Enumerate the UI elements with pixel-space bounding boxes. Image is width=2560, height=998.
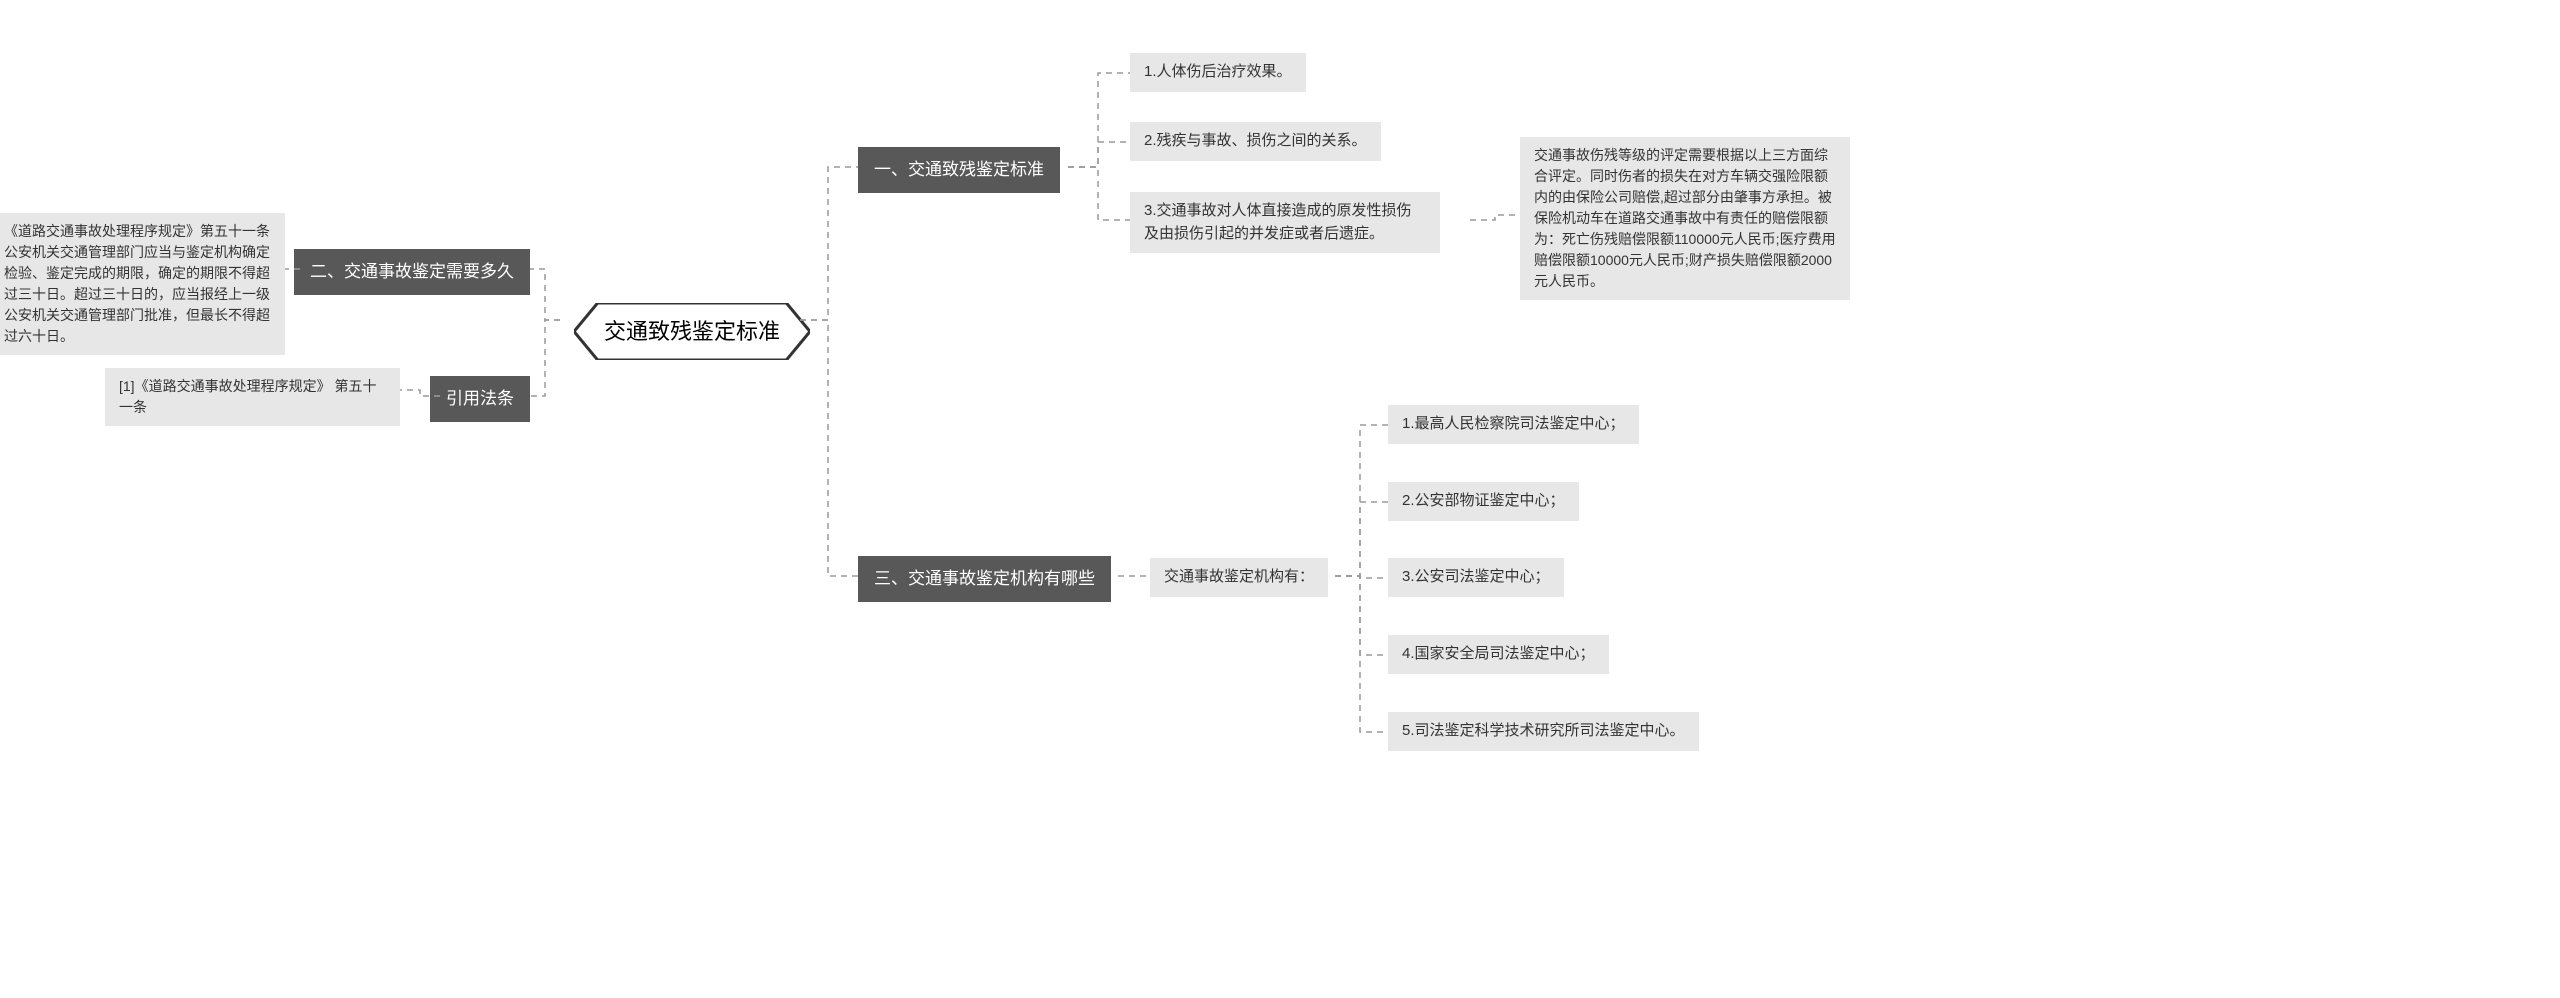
branch-3-child-1: 1.最高人民检察院司法鉴定中心； xyxy=(1388,405,1639,444)
branch-3-child-1-label: 1.最高人民检察院司法鉴定中心； xyxy=(1402,415,1625,432)
branch-3-child-4: 4.国家安全局司法鉴定中心； xyxy=(1388,635,1609,674)
branch-3-child-0-label: 交通事故鉴定机构有： xyxy=(1164,568,1314,585)
branch-2-child-1-label: 《道路交通事故处理程序规定》第五十一条公安机关交通管理部门应当与鉴定机构确定检验… xyxy=(4,223,270,344)
branch-4-label: 引用法条 xyxy=(446,389,514,408)
branch-1: 一、交通致残鉴定标准 xyxy=(858,147,1060,193)
root-label: 交通致残鉴定标准 xyxy=(604,319,780,344)
branch-1-child-3: 3.交通事故对人体直接造成的原发性损伤及由损伤引起的并发症或者后遗症。 xyxy=(1130,192,1440,253)
branch-2-label: 二、交通事故鉴定需要多久 xyxy=(310,262,514,281)
branch-1-child-1-label: 1.人体伤后治疗效果。 xyxy=(1144,63,1292,80)
branch-3-child-5-label: 5.司法鉴定科学技术研究所司法鉴定中心。 xyxy=(1402,722,1685,739)
branch-3-child-5: 5.司法鉴定科学技术研究所司法鉴定中心。 xyxy=(1388,712,1699,751)
branch-3-child-4-label: 4.国家安全局司法鉴定中心； xyxy=(1402,645,1595,662)
branch-4-child-1: [1]《道路交通事故处理程序规定》 第五十一条 xyxy=(105,368,400,426)
branch-3-child-3-label: 3.公安司法鉴定中心； xyxy=(1402,568,1550,585)
branch-3-child-2: 2.公安部物证鉴定中心； xyxy=(1388,482,1579,521)
branch-3-label: 三、交通事故鉴定机构有哪些 xyxy=(874,569,1095,588)
root-node: 交通致残鉴定标准 xyxy=(574,303,810,360)
branch-3-child-0: 交通事故鉴定机构有： xyxy=(1150,558,1328,597)
branch-1-child-2: 2.残疾与事故、损伤之间的关系。 xyxy=(1130,122,1381,161)
branch-3-child-2-label: 2.公安部物证鉴定中心； xyxy=(1402,492,1565,509)
branch-3-child-3: 3.公安司法鉴定中心； xyxy=(1388,558,1564,597)
branch-1-child-3-sub: 交通事故伤残等级的评定需要根据以上三方面综合评定。同时伤者的损失在对方车辆交强险… xyxy=(1520,137,1850,300)
branch-4: 引用法条 xyxy=(430,376,530,422)
branch-1-child-1: 1.人体伤后治疗效果。 xyxy=(1130,53,1306,92)
branch-4-child-1-label: [1]《道路交通事故处理程序规定》 第五十一条 xyxy=(119,378,376,415)
branch-1-child-3-sub-label: 交通事故伤残等级的评定需要根据以上三方面综合评定。同时伤者的损失在对方车辆交强险… xyxy=(1534,147,1836,289)
branch-2: 二、交通事故鉴定需要多久 xyxy=(294,249,530,295)
branch-1-label: 一、交通致残鉴定标准 xyxy=(874,160,1044,179)
branch-1-child-3-label: 3.交通事故对人体直接造成的原发性损伤及由损伤引起的并发症或者后遗症。 xyxy=(1144,202,1412,242)
root-wrapper: 交通致残鉴定标准 xyxy=(560,295,824,368)
branch-2-child-1: 《道路交通事故处理程序规定》第五十一条公安机关交通管理部门应当与鉴定机构确定检验… xyxy=(0,213,285,355)
branch-1-child-2-label: 2.残疾与事故、损伤之间的关系。 xyxy=(1144,132,1367,149)
branch-3: 三、交通事故鉴定机构有哪些 xyxy=(858,556,1111,602)
